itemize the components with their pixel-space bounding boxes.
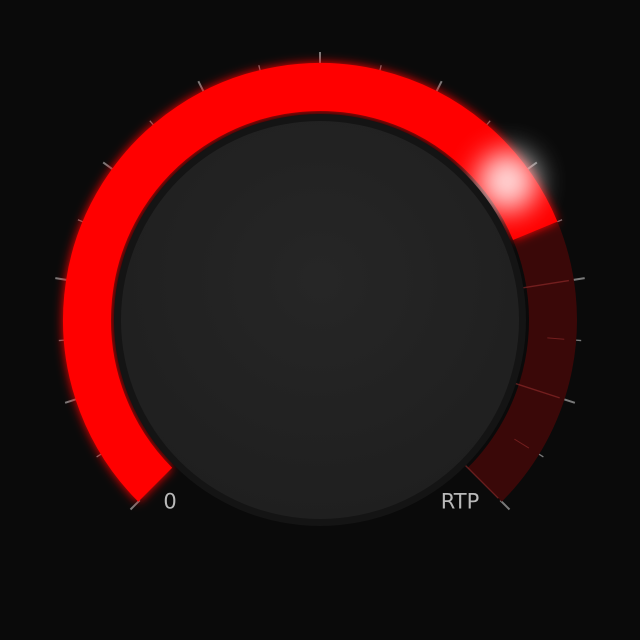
control-knob[interactable] [121,121,519,519]
gauge-max-label: RTP [440,489,480,514]
gauge-track-remaining [467,221,577,502]
tick-mark [499,499,511,511]
tick-mark [571,277,585,282]
tick-mark [55,277,69,282]
tick-mark [434,80,443,94]
tick-mark [64,397,78,404]
tick-mark [562,397,576,404]
tick-mark [129,499,141,511]
gauge-min-label: 0 [163,489,177,514]
gauge-value-indicator[interactable] [477,151,538,212]
scale-mark [547,337,565,340]
tick-mark [197,80,206,94]
scale-mark [514,438,530,449]
gauge-value-arc [63,63,558,502]
tick-mark [102,161,115,171]
